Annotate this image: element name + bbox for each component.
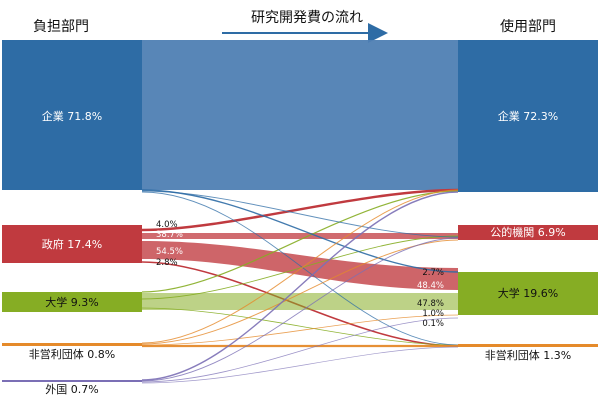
flow-company-to-company	[142, 40, 458, 190]
flow-title: 研究開発費の流れ	[251, 10, 363, 26]
target-label-university: 大学 19.6%	[498, 286, 558, 300]
source-label-company: 企業 71.8%	[42, 109, 102, 123]
source-label-nonprofit: 非営利団体 0.8%	[29, 347, 115, 361]
flow-company-to-nonprofit	[141, 191, 459, 346]
flow-foreign-to-nonprofit	[141, 346, 459, 384]
target-label-nonprofit: 非営利団体 1.3%	[485, 348, 571, 362]
flow-nonprofit-to-company	[141, 189, 459, 344]
flow-foreign-to-company	[141, 191, 459, 381]
flow-university-to-company	[141, 190, 459, 293]
flow-label-gov-to-public: 38.7%	[156, 230, 183, 240]
flow-government-to-company	[141, 188, 459, 232]
flow-label-gov-to-company: 4.0%	[156, 220, 178, 230]
source-node-university	[2, 292, 142, 312]
flow-company-to-public	[141, 190, 459, 238]
target-node-company	[458, 40, 598, 192]
target-label-company: 企業 72.3%	[498, 109, 558, 123]
target-header: 使用部門	[500, 18, 556, 35]
target-node-public	[458, 225, 598, 240]
source-label-foreign: 外国 0.7%	[45, 383, 98, 396]
source-node-government	[2, 225, 142, 263]
flow-label-company-to-university: 2.7%	[422, 268, 444, 278]
flow-label-gov-to-university: 54.5%	[156, 247, 183, 257]
target-label-public: 公的機関 6.9%	[490, 225, 565, 239]
source-node-foreign	[2, 380, 142, 382]
flow-foreign-to-public	[141, 237, 459, 382]
flow-label-gov-to-nonprofit: 2.8%	[156, 258, 178, 268]
target-node-nonprofit	[458, 344, 598, 347]
flow-university-to-university	[142, 293, 458, 310]
flow-label-government-to-university: 48.4%	[417, 281, 444, 291]
source-header: 負担部門	[33, 19, 89, 35]
source-node-company	[2, 40, 142, 190]
flow-label-foreign-to-university: 0.1%	[422, 319, 444, 329]
target-node-university	[458, 272, 598, 315]
source-node-nonprofit	[2, 343, 142, 346]
flow-foreign-to-university	[141, 317, 459, 383]
flow-label-university-to-university: 47.8%	[417, 299, 444, 309]
flow-nonprofit-to-university	[141, 314, 459, 346]
flow-university-to-nonprofit	[141, 307, 459, 346]
flow-label-nonprofit-to-university: 1.0%	[422, 309, 444, 319]
source-label-government: 政府 17.4%	[42, 237, 102, 251]
flow-government-to-public	[142, 233, 458, 239]
source-label-university: 大学 9.3%	[45, 295, 98, 309]
